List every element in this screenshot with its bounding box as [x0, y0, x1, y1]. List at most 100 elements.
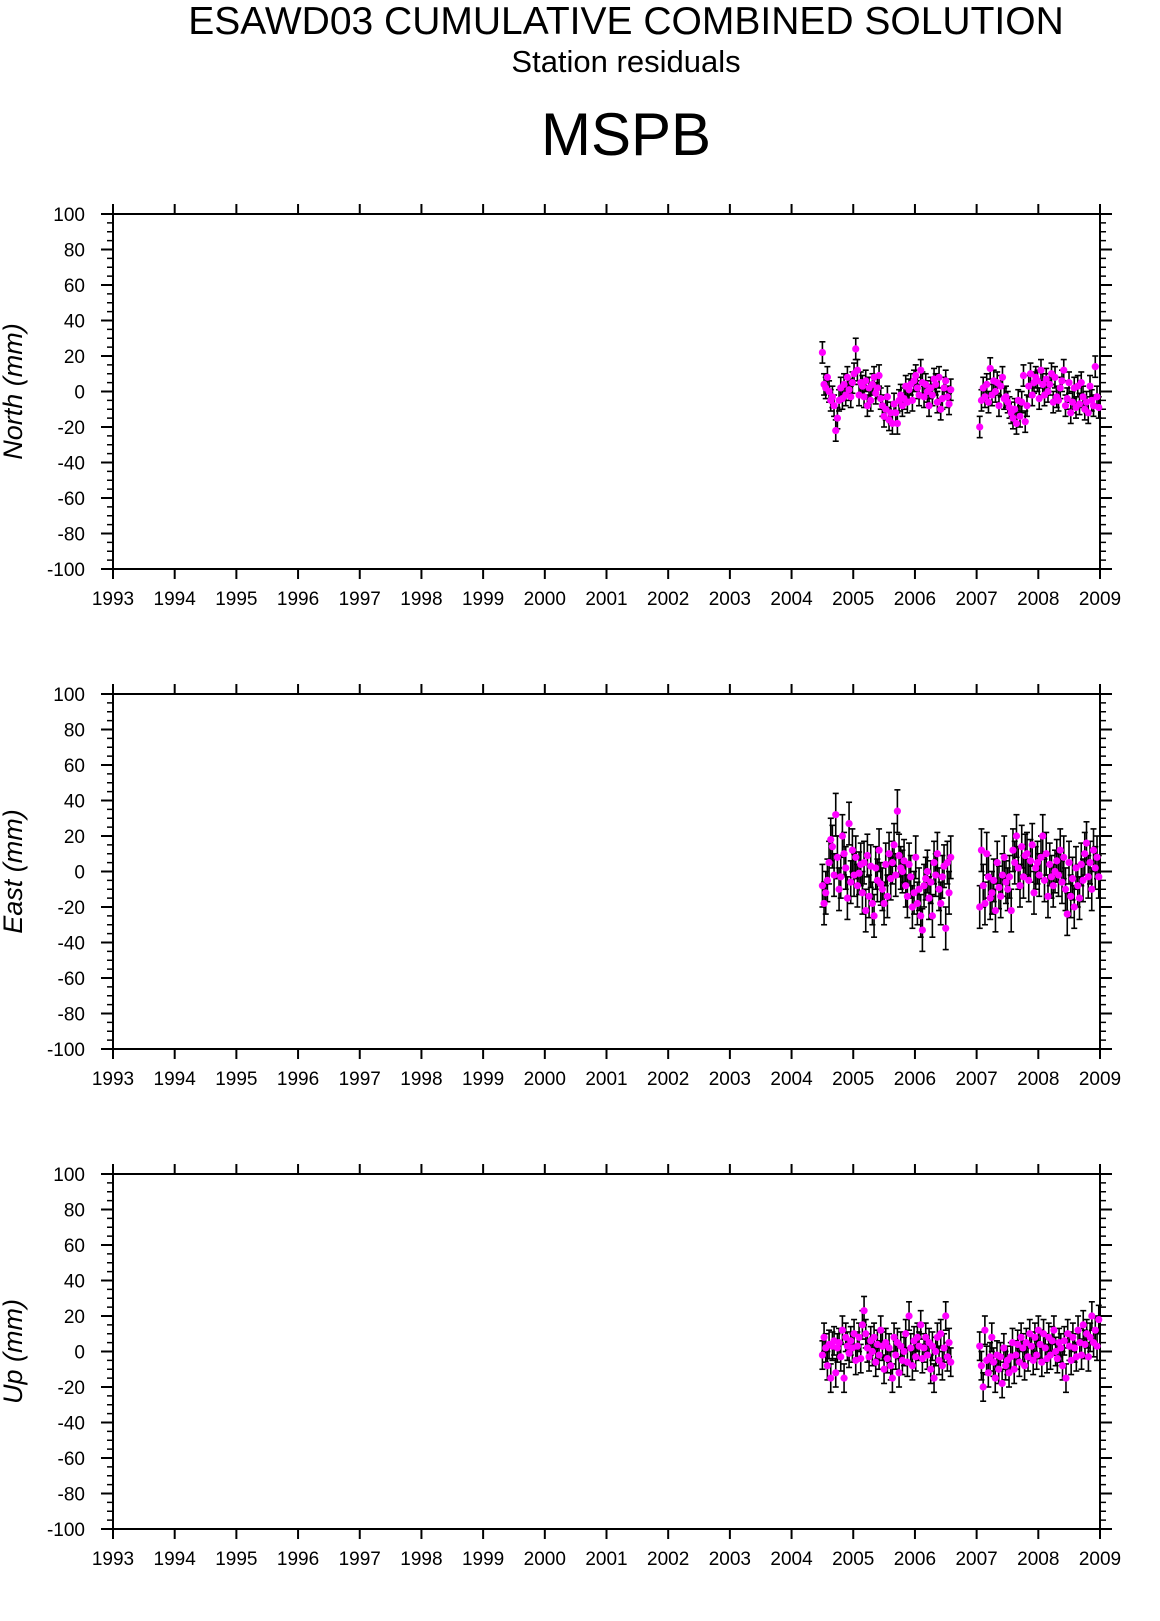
data-point: [843, 894, 852, 902]
data-point: [1074, 1326, 1082, 1334]
data-point: [1026, 370, 1035, 378]
data-point: [927, 1365, 935, 1373]
data-point: [1058, 377, 1066, 385]
y-tick-label: -100: [47, 560, 85, 581]
data-point: [923, 1351, 931, 1359]
x-tick-label: 1995: [215, 1549, 257, 1570]
x-tick-label: 2000: [524, 589, 566, 610]
x-tick-label: 1996: [277, 1549, 319, 1570]
y-tick-label: 40: [64, 792, 85, 813]
station-name: MSPB: [541, 101, 711, 168]
data-point: [852, 345, 860, 353]
data-point: [1016, 412, 1024, 420]
data-point: [838, 832, 847, 840]
data-point: [917, 1321, 925, 1329]
data-point: [989, 1358, 998, 1366]
x-tick-label: 2008: [1017, 1069, 1059, 1090]
data-point: [945, 400, 953, 408]
data-point: [865, 1353, 873, 1361]
data-point: [825, 859, 833, 867]
data-point: [820, 1333, 828, 1341]
data-point: [827, 1374, 835, 1382]
data-point: [1033, 377, 1042, 385]
y-tick-label: -80: [58, 1485, 85, 1506]
x-tick-label: 1996: [277, 1069, 319, 1090]
data-point: [1093, 853, 1101, 861]
data-point: [1054, 871, 1063, 879]
data-point: [1038, 1358, 1046, 1366]
data-point: [917, 366, 925, 374]
data-point: [920, 393, 928, 401]
data-point: [945, 889, 953, 897]
data-point: [981, 899, 989, 908]
data-point: [1047, 873, 1056, 881]
data-point: [1086, 859, 1094, 867]
data-point: [1039, 832, 1047, 840]
data-point: [897, 1342, 905, 1350]
data-point: [828, 393, 837, 401]
data-point: [1061, 402, 1070, 410]
data-point: [1011, 405, 1019, 413]
y-tick-label: 40: [64, 1272, 85, 1293]
data-point: [888, 1374, 896, 1382]
data-point: [880, 899, 888, 908]
data-point: [933, 850, 941, 858]
data-point: [875, 371, 883, 380]
y-tick-label: -80: [58, 525, 85, 546]
data-point: [1051, 373, 1059, 381]
y-tick-label: -20: [58, 1378, 85, 1399]
data-point: [976, 903, 984, 911]
x-tick-label: 2002: [647, 1549, 689, 1570]
data-point: [1095, 873, 1103, 881]
y-tick-label: -60: [58, 1449, 85, 1470]
x-tick-label: 1999: [462, 1549, 504, 1570]
data-point: [818, 348, 827, 357]
y-tick-label: 60: [64, 756, 85, 777]
data-point: [983, 380, 991, 388]
data-point: [1081, 1340, 1089, 1348]
data-point: [927, 384, 935, 392]
data-point: [984, 873, 993, 881]
data-point: [1033, 1351, 1041, 1359]
data-point: [1042, 375, 1050, 383]
data-point: [833, 853, 842, 861]
data-point: [872, 864, 880, 872]
y-tick-label: -40: [58, 934, 85, 955]
data-point: [940, 384, 948, 392]
data-point: [855, 869, 863, 877]
data-point: [903, 892, 911, 900]
data-point: [1025, 382, 1033, 390]
data-point: [1069, 1333, 1077, 1341]
data-point: [840, 850, 848, 858]
y-axis-label: East (mm): [0, 809, 28, 934]
data-point: [1054, 396, 1063, 404]
data-point: [1077, 379, 1085, 387]
data-point: [1072, 864, 1080, 872]
data-point: [984, 398, 993, 406]
up-panel: 1993 1994 1995 1996 1997 1998 1999 2000 2001 2002…: [0, 1164, 1121, 1570]
data-point: [912, 371, 920, 380]
data-point: [905, 860, 913, 869]
data-point: [983, 850, 991, 858]
data-point: [1095, 403, 1103, 412]
data-point: [1053, 1355, 1061, 1363]
data-point: [1068, 875, 1077, 883]
data-point: [1025, 876, 1033, 884]
data-point: [986, 1353, 994, 1361]
data-point: [1088, 1312, 1096, 1320]
figure-title: ESAWD03 CUMULATIVE COMBINED SOLUTION: [188, 0, 1063, 43]
data-point: [822, 889, 830, 897]
data-point: [997, 892, 1005, 900]
data-point: [832, 426, 840, 435]
data-point: [1086, 1333, 1094, 1341]
data-point: [1061, 885, 1070, 893]
data-point: [875, 1351, 883, 1359]
y-tick-label: 40: [64, 312, 85, 333]
x-tick-label: 2004: [770, 1069, 813, 1090]
data-point: [935, 885, 943, 893]
data-point: [820, 899, 828, 908]
data-point: [979, 1383, 987, 1391]
data-point: [1033, 859, 1042, 867]
data-point: [827, 835, 835, 844]
data-point: [991, 906, 1000, 915]
